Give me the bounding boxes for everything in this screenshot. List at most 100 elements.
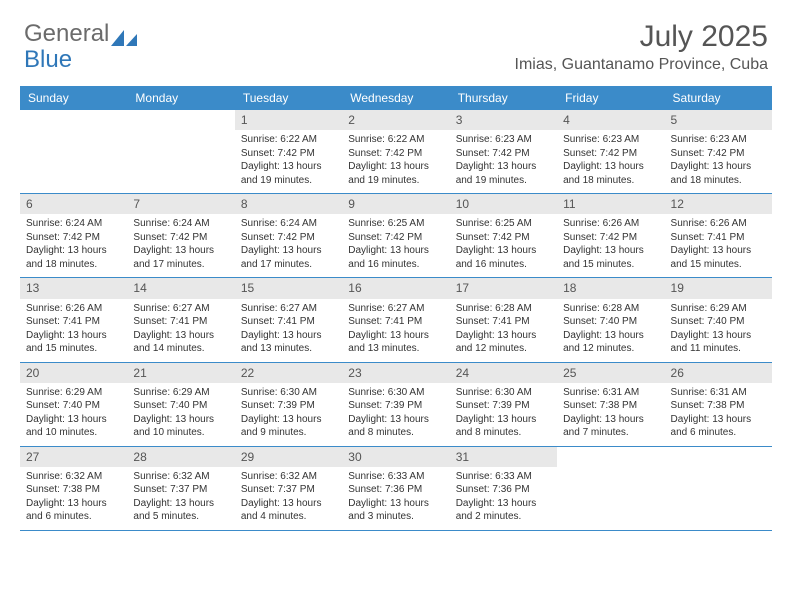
sunset-line: Sunset: 7:42 PM xyxy=(563,231,658,245)
daylight-line: Daylight: 13 hours and 14 minutes. xyxy=(133,329,228,356)
day-number: 23 xyxy=(342,363,449,383)
calendar-cell: 1Sunrise: 6:22 AMSunset: 7:42 PMDaylight… xyxy=(235,110,342,193)
calendar-cell: 26Sunrise: 6:31 AMSunset: 7:38 PMDayligh… xyxy=(665,363,772,446)
day-number: 8 xyxy=(235,194,342,214)
sunrise-line: Sunrise: 6:27 AM xyxy=(348,302,443,316)
day-number: 18 xyxy=(557,278,664,298)
daylight-line: Daylight: 13 hours and 11 minutes. xyxy=(671,329,766,356)
sunrise-line: Sunrise: 6:29 AM xyxy=(26,386,121,400)
day-number: 19 xyxy=(665,278,772,298)
day-details: Sunrise: 6:31 AMSunset: 7:38 PMDaylight:… xyxy=(665,383,772,446)
daylight-line: Daylight: 13 hours and 7 minutes. xyxy=(563,413,658,440)
calendar-cell: 30Sunrise: 6:33 AMSunset: 7:36 PMDayligh… xyxy=(342,447,449,530)
sunrise-line: Sunrise: 6:33 AM xyxy=(348,470,443,484)
calendar-cell: 24Sunrise: 6:30 AMSunset: 7:39 PMDayligh… xyxy=(450,363,557,446)
day-number: 1 xyxy=(235,110,342,130)
daylight-line: Daylight: 13 hours and 16 minutes. xyxy=(348,244,443,271)
day-details: Sunrise: 6:27 AMSunset: 7:41 PMDaylight:… xyxy=(342,299,449,362)
sunrise-line: Sunrise: 6:29 AM xyxy=(133,386,228,400)
sunrise-line: Sunrise: 6:30 AM xyxy=(456,386,551,400)
day-details: Sunrise: 6:25 AMSunset: 7:42 PMDaylight:… xyxy=(450,214,557,277)
weekday-header: Tuesday xyxy=(235,86,342,110)
daylight-line: Daylight: 13 hours and 15 minutes. xyxy=(671,244,766,271)
calendar-cell: 28Sunrise: 6:32 AMSunset: 7:37 PMDayligh… xyxy=(127,447,234,530)
sunset-line: Sunset: 7:40 PM xyxy=(26,399,121,413)
calendar-cell: 12Sunrise: 6:26 AMSunset: 7:41 PMDayligh… xyxy=(665,194,772,277)
calendar-cell: 27Sunrise: 6:32 AMSunset: 7:38 PMDayligh… xyxy=(20,447,127,530)
sunrise-line: Sunrise: 6:31 AM xyxy=(563,386,658,400)
daylight-line: Daylight: 13 hours and 12 minutes. xyxy=(456,329,551,356)
sunset-line: Sunset: 7:36 PM xyxy=(456,483,551,497)
sunset-line: Sunset: 7:42 PM xyxy=(133,231,228,245)
daylight-line: Daylight: 13 hours and 6 minutes. xyxy=(671,413,766,440)
sunset-line: Sunset: 7:36 PM xyxy=(348,483,443,497)
day-details: Sunrise: 6:32 AMSunset: 7:38 PMDaylight:… xyxy=(20,467,127,530)
daylight-line: Daylight: 13 hours and 16 minutes. xyxy=(456,244,551,271)
sunset-line: Sunset: 7:42 PM xyxy=(241,147,336,161)
sunset-line: Sunset: 7:42 PM xyxy=(348,147,443,161)
daylight-line: Daylight: 13 hours and 10 minutes. xyxy=(133,413,228,440)
day-details: Sunrise: 6:29 AMSunset: 7:40 PMDaylight:… xyxy=(665,299,772,362)
day-details: Sunrise: 6:24 AMSunset: 7:42 PMDaylight:… xyxy=(235,214,342,277)
month-title: July 2025 xyxy=(515,20,768,54)
daylight-line: Daylight: 13 hours and 8 minutes. xyxy=(456,413,551,440)
calendar-cell: 10Sunrise: 6:25 AMSunset: 7:42 PMDayligh… xyxy=(450,194,557,277)
daylight-line: Daylight: 13 hours and 9 minutes. xyxy=(241,413,336,440)
brand-text-2: Blue xyxy=(24,46,72,73)
sunrise-line: Sunrise: 6:26 AM xyxy=(671,217,766,231)
sunset-line: Sunset: 7:40 PM xyxy=(133,399,228,413)
sunset-line: Sunset: 7:41 PM xyxy=(241,315,336,329)
brand-sail-icon xyxy=(111,25,137,43)
calendar-cell: 5Sunrise: 6:23 AMSunset: 7:42 PMDaylight… xyxy=(665,110,772,193)
sunset-line: Sunset: 7:42 PM xyxy=(563,147,658,161)
day-details: Sunrise: 6:26 AMSunset: 7:42 PMDaylight:… xyxy=(557,214,664,277)
weekday-header: Friday xyxy=(557,86,664,110)
day-details: Sunrise: 6:30 AMSunset: 7:39 PMDaylight:… xyxy=(235,383,342,446)
weekday-header: Monday xyxy=(127,86,234,110)
sunrise-line: Sunrise: 6:23 AM xyxy=(563,133,658,147)
day-details: Sunrise: 6:24 AMSunset: 7:42 PMDaylight:… xyxy=(127,214,234,277)
calendar-cell: 19Sunrise: 6:29 AMSunset: 7:40 PMDayligh… xyxy=(665,278,772,361)
calendar-cell: 21Sunrise: 6:29 AMSunset: 7:40 PMDayligh… xyxy=(127,363,234,446)
weekday-header: Saturday xyxy=(665,86,772,110)
sunset-line: Sunset: 7:39 PM xyxy=(456,399,551,413)
day-number: 31 xyxy=(450,447,557,467)
sunset-line: Sunset: 7:38 PM xyxy=(671,399,766,413)
day-number: 11 xyxy=(557,194,664,214)
day-number: 5 xyxy=(665,110,772,130)
sunrise-line: Sunrise: 6:26 AM xyxy=(563,217,658,231)
day-number: 25 xyxy=(557,363,664,383)
day-number: 29 xyxy=(235,447,342,467)
sunrise-line: Sunrise: 6:28 AM xyxy=(563,302,658,316)
sunrise-line: Sunrise: 6:25 AM xyxy=(348,217,443,231)
calendar-cell xyxy=(557,447,664,530)
sunset-line: Sunset: 7:42 PM xyxy=(348,231,443,245)
sunrise-line: Sunrise: 6:28 AM xyxy=(456,302,551,316)
sunset-line: Sunset: 7:42 PM xyxy=(671,147,766,161)
day-number: 26 xyxy=(665,363,772,383)
day-number: 6 xyxy=(20,194,127,214)
calendar-week-row: 13Sunrise: 6:26 AMSunset: 7:41 PMDayligh… xyxy=(20,278,772,362)
sunset-line: Sunset: 7:41 PM xyxy=(133,315,228,329)
calendar-week-row: 6Sunrise: 6:24 AMSunset: 7:42 PMDaylight… xyxy=(20,194,772,278)
daylight-line: Daylight: 13 hours and 15 minutes. xyxy=(26,329,121,356)
calendar-cell: 3Sunrise: 6:23 AMSunset: 7:42 PMDaylight… xyxy=(450,110,557,193)
brand-text-1: General xyxy=(24,20,109,48)
calendar-cell: 17Sunrise: 6:28 AMSunset: 7:41 PMDayligh… xyxy=(450,278,557,361)
daylight-line: Daylight: 13 hours and 13 minutes. xyxy=(348,329,443,356)
sunset-line: Sunset: 7:40 PM xyxy=(563,315,658,329)
day-number: 27 xyxy=(20,447,127,467)
day-details: Sunrise: 6:26 AMSunset: 7:41 PMDaylight:… xyxy=(665,214,772,277)
calendar-week-row: 27Sunrise: 6:32 AMSunset: 7:38 PMDayligh… xyxy=(20,447,772,531)
calendar-cell: 13Sunrise: 6:26 AMSunset: 7:41 PMDayligh… xyxy=(20,278,127,361)
day-number: 3 xyxy=(450,110,557,130)
sunset-line: Sunset: 7:42 PM xyxy=(26,231,121,245)
day-details: Sunrise: 6:31 AMSunset: 7:38 PMDaylight:… xyxy=(557,383,664,446)
sunset-line: Sunset: 7:39 PM xyxy=(348,399,443,413)
title-block: July 2025 Imias, Guantanamo Province, Cu… xyxy=(515,20,768,74)
day-number: 13 xyxy=(20,278,127,298)
day-number: 10 xyxy=(450,194,557,214)
day-details: Sunrise: 6:24 AMSunset: 7:42 PMDaylight:… xyxy=(20,214,127,277)
sunset-line: Sunset: 7:38 PM xyxy=(563,399,658,413)
day-details: Sunrise: 6:33 AMSunset: 7:36 PMDaylight:… xyxy=(450,467,557,530)
